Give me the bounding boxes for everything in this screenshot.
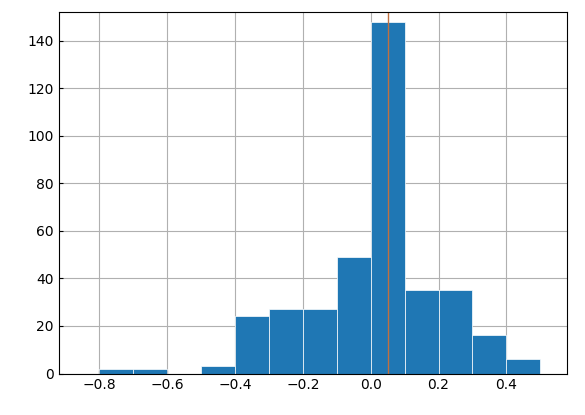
Bar	[473, 335, 507, 374]
Bar	[133, 369, 167, 374]
Bar	[201, 366, 235, 374]
Bar	[405, 290, 439, 374]
Bar	[507, 359, 541, 374]
Bar	[99, 369, 133, 374]
Bar	[235, 317, 269, 374]
Bar	[439, 290, 473, 374]
Bar	[337, 257, 371, 374]
Bar	[303, 309, 337, 374]
Bar	[371, 22, 405, 374]
Bar	[269, 309, 303, 374]
